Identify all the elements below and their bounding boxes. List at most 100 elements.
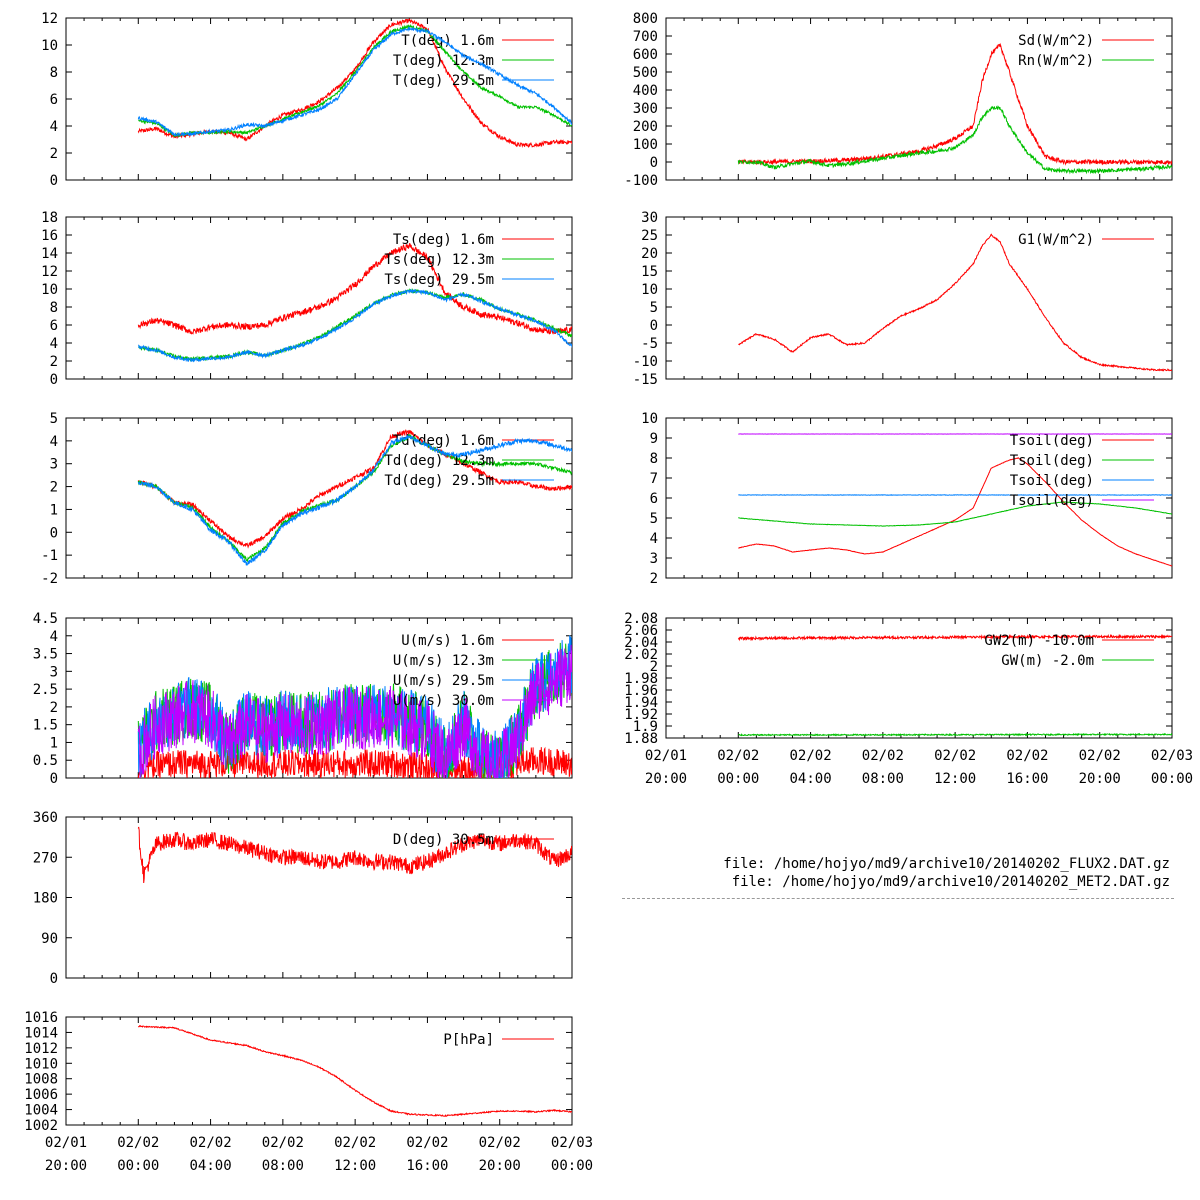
x-tick-date: 02/02 bbox=[189, 1135, 231, 1151]
y-tick-label: 90 bbox=[41, 931, 58, 947]
x-tick-date: 02/02 bbox=[262, 1135, 304, 1151]
y-tick-label: 4 bbox=[650, 531, 658, 547]
y-tick-label: 10 bbox=[41, 38, 58, 54]
y-tick-label: 1.96 bbox=[624, 683, 658, 699]
legend-label: Ts(deg) 29.5m bbox=[384, 272, 494, 288]
legend-label: GW2(m) -10.0m bbox=[984, 633, 1094, 649]
y-tick-label: 15 bbox=[641, 264, 658, 280]
y-tick-label: 2.08 bbox=[624, 611, 658, 627]
chart-ground-flux: -15 -10 -5 0 5 10 15 20 25 30 G1(W/m^2) bbox=[633, 210, 1173, 388]
y-tick-label: 0.5 bbox=[33, 753, 58, 769]
legend-label: Tsoil(deg) bbox=[1010, 473, 1094, 489]
x-tick-time: 08:00 bbox=[862, 771, 904, 787]
y-tick-label: 10 bbox=[41, 282, 58, 298]
y-tick-label: 300 bbox=[633, 101, 658, 117]
y-tick-label: 0 bbox=[50, 525, 58, 541]
x-tick-date: 02/02 bbox=[862, 748, 904, 764]
y-tick-label: 600 bbox=[633, 47, 658, 63]
series-line-soil-temp-1 bbox=[738, 501, 1172, 527]
series-line-temp-1 bbox=[138, 23, 572, 138]
y-tick-label: 1016 bbox=[24, 1010, 58, 1026]
y-tick-label: 7 bbox=[650, 471, 658, 487]
y-tick-label: 6 bbox=[50, 92, 58, 108]
y-tick-label: 3 bbox=[50, 457, 58, 473]
series-line-dewpoint-2 bbox=[137, 434, 572, 567]
x-tick-date: 02/01 bbox=[645, 748, 687, 764]
y-tick-label: 18 bbox=[41, 210, 58, 226]
y-tick-label: 1.92 bbox=[624, 707, 658, 723]
plot-frame bbox=[665, 17, 1173, 181]
series-line-sonic-temp-1 bbox=[138, 287, 572, 362]
legend-label: Tsoil(deg) bbox=[1010, 453, 1094, 469]
x-tick-date: 02/02 bbox=[406, 1135, 448, 1151]
x-tick-date: 02/01 bbox=[45, 1135, 87, 1151]
y-tick-label: 12 bbox=[41, 11, 58, 27]
y-tick-label: 400 bbox=[633, 83, 658, 99]
x-tick-date: 02/03 bbox=[1151, 748, 1193, 764]
y-tick-label: 12 bbox=[41, 264, 58, 280]
y-tick-label: 16 bbox=[41, 228, 58, 244]
y-tick-label: 3.5 bbox=[33, 647, 58, 663]
y-tick-label: -10 bbox=[633, 354, 658, 370]
legend-label: U(m/s) 12.3m bbox=[393, 653, 494, 669]
x-tick-time: 20:00 bbox=[1079, 771, 1121, 787]
y-tick-label: 4.5 bbox=[33, 611, 58, 627]
legend-label: Ts(deg) 12.3m bbox=[384, 252, 494, 268]
chart-temp: 0 2 4 6 8 10 12 T(deg) 1.6m T(deg) 12.3m T(deg) 2… bbox=[41, 11, 573, 189]
series-line-dewpoint-0 bbox=[137, 428, 572, 549]
x-tick-time: 00:00 bbox=[551, 1158, 593, 1174]
y-tick-label: 4 bbox=[50, 434, 58, 450]
plot-frame bbox=[65, 1016, 573, 1126]
chart-groundwater: 1.881.91.921.941.961.9822.022.042.062.08… bbox=[624, 611, 1193, 787]
x-tick-time: 20:00 bbox=[45, 1158, 87, 1174]
legend-label: D(deg) 30.5m bbox=[393, 832, 494, 848]
y-tick-label: 25 bbox=[641, 228, 658, 244]
y-tick-label: 14 bbox=[41, 246, 58, 262]
y-tick-label: 2.04 bbox=[624, 635, 658, 651]
file-path-met: file: /home/hojyo/md9/archive10/20140202… bbox=[731, 874, 1170, 890]
y-tick-label: 1012 bbox=[24, 1041, 58, 1057]
y-tick-label: 3 bbox=[50, 664, 58, 680]
chart-wind-speed: 0 0.5 11.5 2 2.5 33.5 4 4.5 U(m/s) 1.6m U(m/s) 12… bbox=[33, 611, 573, 787]
x-tick-time: 16:00 bbox=[406, 1158, 448, 1174]
y-tick-label: 5 bbox=[650, 511, 658, 527]
y-tick-label: 1014 bbox=[24, 1025, 58, 1041]
series-line-sonic-temp-0 bbox=[137, 243, 572, 335]
legend-label: Td(deg) 12.3m bbox=[384, 453, 494, 469]
legend-label: T(deg) 12.3m bbox=[393, 53, 494, 69]
legend-label: P[hPa] bbox=[443, 1032, 494, 1048]
x-tick-time: 20:00 bbox=[479, 1158, 521, 1174]
series-line-temp-0 bbox=[137, 18, 572, 148]
legend-label: T(deg) 29.5m bbox=[393, 73, 494, 89]
y-tick-label: 6 bbox=[650, 491, 658, 507]
y-tick-label: 1006 bbox=[24, 1087, 58, 1103]
y-tick-label: 4 bbox=[50, 119, 58, 135]
y-tick-label: 2.5 bbox=[33, 682, 58, 698]
chart-radiation: -100 0 100 200 300 400 500 600 700 800 Sd(W/m^2) Rn… bbox=[624, 11, 1173, 189]
y-tick-label: 270 bbox=[33, 850, 58, 866]
y-tick-label: 5 bbox=[650, 300, 658, 316]
x-tick-date: 02/03 bbox=[551, 1135, 593, 1151]
legend-label: Tsoil(deg) bbox=[1010, 493, 1094, 509]
x-tick-time: 12:00 bbox=[934, 771, 976, 787]
y-tick-label: 2.06 bbox=[624, 623, 658, 639]
legend-label: T(deg) 1.6m bbox=[401, 33, 494, 49]
legend-label: Rn(W/m^2) bbox=[1018, 53, 1094, 69]
legend-label: U(m/s) 29.5m bbox=[393, 673, 494, 689]
y-tick-label: 1010 bbox=[24, 1056, 58, 1072]
x-tick-time: 16:00 bbox=[1006, 771, 1048, 787]
y-tick-label: 10 bbox=[641, 411, 658, 427]
y-tick-label: 360 bbox=[33, 810, 58, 826]
series-line-pressure-0 bbox=[137, 1025, 572, 1117]
x-tick-time: 04:00 bbox=[189, 1158, 231, 1174]
y-tick-label: 6 bbox=[50, 318, 58, 334]
x-tick-time: 00:00 bbox=[717, 771, 759, 787]
x-tick-time: 04:00 bbox=[789, 771, 831, 787]
y-tick-label: 1.98 bbox=[624, 671, 658, 687]
y-tick-label: 1.94 bbox=[624, 695, 658, 711]
series-line-soil-temp-0 bbox=[738, 457, 1172, 567]
legend-label: Tsoil(deg) bbox=[1010, 433, 1094, 449]
y-tick-label: 2.02 bbox=[624, 647, 658, 663]
